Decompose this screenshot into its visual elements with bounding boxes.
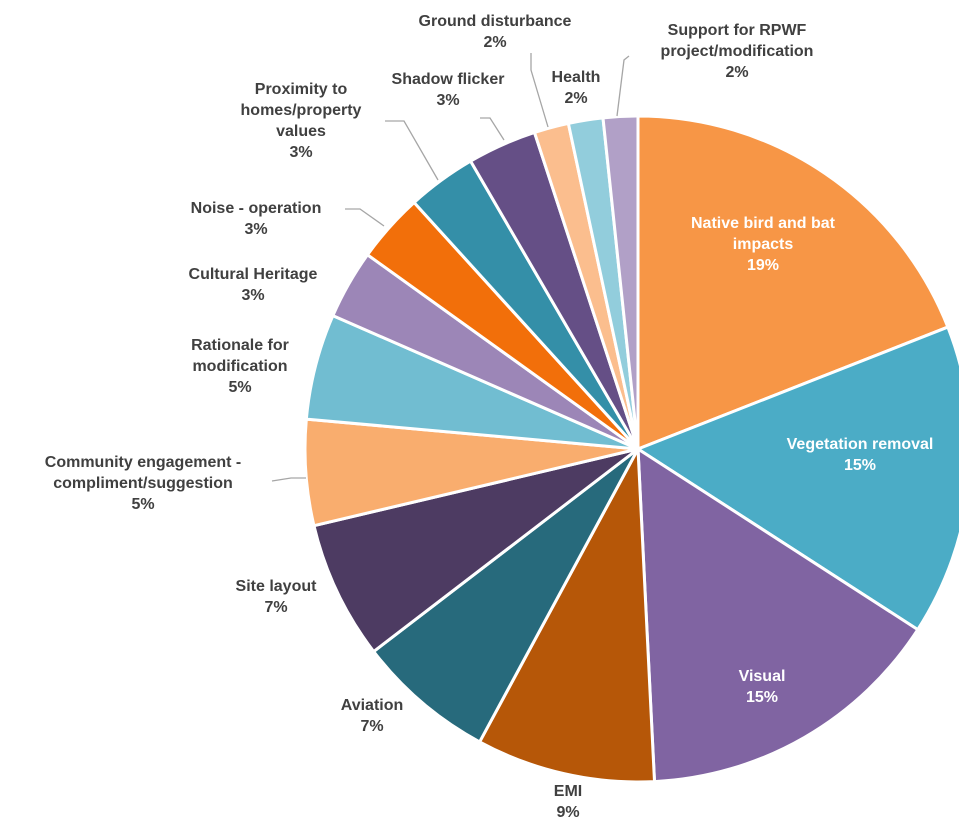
slice-labels: Native bird and bat impacts 19% Vegetation … <box>45 13 934 820</box>
slice-label-text: Visual <box>739 668 786 685</box>
slice-label-text: Site layout <box>236 578 318 595</box>
slice-label-13: Ground disturbance 2% <box>419 13 572 51</box>
slice-label-9: Cultural Heritage 3% <box>189 266 318 304</box>
pie-slices <box>303 114 959 784</box>
slice-label-text: Native bird and bat <box>691 215 836 232</box>
slice-percent: 5% <box>131 496 154 513</box>
slice-percent: 5% <box>228 379 251 396</box>
slice-label-text: values <box>276 123 326 140</box>
slice-label-text: Aviation <box>341 697 404 714</box>
slice-percent: 7% <box>264 599 287 616</box>
leader-line-12 <box>480 117 505 141</box>
slice-label-text: compliment/suggestion <box>53 475 233 492</box>
slice-label-15: Support for RPWF project/modification 2% <box>661 22 814 81</box>
slice-label-text: Vegetation removal <box>787 436 934 453</box>
slice-label-text: Ground disturbance <box>419 13 572 30</box>
slice-label-text: EMI <box>554 783 582 800</box>
pie-slice-5 <box>372 447 640 744</box>
slice-label-text: Community engagement - <box>45 454 241 471</box>
slice-percent: 2% <box>564 90 587 107</box>
slice-label-8: Rationale for modification 5% <box>191 337 289 396</box>
slice-percent: 3% <box>289 144 312 161</box>
pie-slice-15 <box>601 114 640 451</box>
slice-percent: 7% <box>360 718 383 735</box>
slice-percent: 3% <box>436 92 459 109</box>
slice-label-text: homes/property <box>241 102 362 119</box>
leader-line-10 <box>345 208 385 227</box>
pie-slice-4 <box>478 447 656 784</box>
slice-label-text: Health <box>552 69 601 86</box>
slice-label-text: modification <box>192 358 287 375</box>
slice-percent: 2% <box>725 64 748 81</box>
slice-label-text: Shadow flicker <box>392 71 505 88</box>
slice-label-2: Vegetation removal 15% <box>787 436 934 474</box>
slice-percent: 15% <box>746 689 778 706</box>
slice-label-text: Cultural Heritage <box>189 266 318 283</box>
slice-percent: 3% <box>241 287 264 304</box>
slice-percent: 9% <box>556 804 579 820</box>
slice-label-5: Aviation 7% <box>341 697 404 735</box>
slice-percent: 15% <box>844 457 876 474</box>
slice-percent: 2% <box>483 34 506 51</box>
pie-slice-6 <box>312 447 640 654</box>
slice-percent: 3% <box>244 221 267 238</box>
slice-label-12: Shadow flicker 3% <box>392 71 505 109</box>
slice-label-text: Rationale for <box>191 337 289 354</box>
slice-label-text: Proximity to <box>255 81 348 98</box>
slice-label-10: Noise - operation 3% <box>191 200 322 238</box>
slice-percent: 19% <box>747 257 779 274</box>
pie-slice-2 <box>636 325 959 632</box>
leader-line-11 <box>385 120 439 181</box>
slice-label-7: Community engagement - compliment/suggest… <box>45 454 241 513</box>
slice-label-14: Health 2% <box>552 69 601 107</box>
leader-line-15 <box>616 55 630 117</box>
pie-slice-1 <box>636 114 950 451</box>
slice-label-1: Native bird and bat impacts 19% <box>691 215 836 274</box>
slice-label-11: Proximity to homes/property values 3% <box>241 81 362 161</box>
slice-label-6: Site layout 7% <box>236 578 318 616</box>
leader-line-13 <box>530 53 549 128</box>
slice-label-text: Support for RPWF <box>668 22 807 39</box>
slice-label-4: EMI 9% <box>554 783 582 820</box>
slice-label-text: Noise - operation <box>191 200 322 217</box>
slice-label-text: impacts <box>733 236 794 253</box>
slice-label-text: project/modification <box>661 43 814 60</box>
pie-slice-3 <box>636 447 920 784</box>
leader-line-7 <box>271 477 306 482</box>
slice-label-3: Visual 15% <box>739 668 786 706</box>
